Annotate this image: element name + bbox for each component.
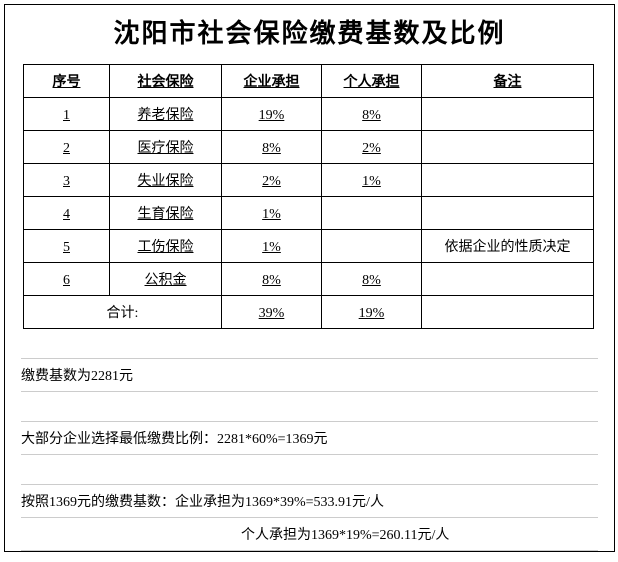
- header-ind: 个人承担: [322, 65, 422, 98]
- cell-no: 3: [24, 164, 110, 197]
- cell-no: 6: [24, 263, 110, 296]
- cell-no: 4: [24, 197, 110, 230]
- header-name: 社会保险: [110, 65, 222, 98]
- cell-name: 公积金: [110, 263, 222, 296]
- cell-note: [422, 98, 594, 131]
- total-ind: 19%: [322, 296, 422, 329]
- cell-corp: 8%: [222, 263, 322, 296]
- cell-no: 5: [24, 230, 110, 263]
- table-row: 3 失业保险 2% 1%: [24, 164, 594, 197]
- cell-ind: [322, 230, 422, 263]
- cell-corp: 2%: [222, 164, 322, 197]
- total-label: 合计:: [24, 296, 222, 329]
- cell-ind: 1%: [322, 164, 422, 197]
- table-row: 5 工伤保险 1% 依据企业的性质决定: [24, 230, 594, 263]
- table-row: 2 医疗保险 8% 2%: [24, 131, 594, 164]
- table-total-row: 合计: 39% 19%: [24, 296, 594, 329]
- cell-name: 医疗保险: [110, 131, 222, 164]
- cell-ind: 8%: [322, 98, 422, 131]
- cell-name: 生育保险: [110, 197, 222, 230]
- document-frame: 沈阳市社会保险缴费基数及比例 序号 社会保险 企业承担 个人承担 备注 1 养老…: [4, 4, 615, 552]
- cell-ind: 2%: [322, 131, 422, 164]
- cell-note: [422, 131, 594, 164]
- cell-name: 工伤保险: [110, 230, 222, 263]
- cell-no: 2: [24, 131, 110, 164]
- table-header-row: 序号 社会保险 企业承担 个人承担 备注: [24, 65, 594, 98]
- notes-line: 按照1369元的缴费基数：企业承担为1369*39%=533.91元/人: [21, 485, 598, 518]
- cell-note: [422, 164, 594, 197]
- cell-note: 依据企业的性质决定: [422, 230, 594, 263]
- notes-blank: [21, 329, 598, 359]
- cell-no: 1: [24, 98, 110, 131]
- cell-corp: 1%: [222, 230, 322, 263]
- cell-ind: 8%: [322, 263, 422, 296]
- cell-corp: 1%: [222, 197, 322, 230]
- notes-blank: [21, 392, 598, 422]
- total-note: [422, 296, 594, 329]
- cell-note: [422, 197, 594, 230]
- cell-note: [422, 263, 594, 296]
- table-row: 4 生育保险 1%: [24, 197, 594, 230]
- table-row: 1 养老保险 19% 8%: [24, 98, 594, 131]
- cell-corp: 19%: [222, 98, 322, 131]
- header-corp: 企业承担: [222, 65, 322, 98]
- header-no: 序号: [24, 65, 110, 98]
- header-note: 备注: [422, 65, 594, 98]
- notes-line: 大部分企业选择最低缴费比例：2281*60%=1369元: [21, 422, 598, 455]
- insurance-table: 序号 社会保险 企业承担 个人承担 备注 1 养老保险 19% 8% 2 医疗保…: [23, 64, 594, 329]
- table-row: 6 公积金 8% 8%: [24, 263, 594, 296]
- page-title: 沈阳市社会保险缴费基数及比例: [5, 5, 614, 64]
- notes-blank: [21, 455, 598, 485]
- notes-line: 个人承担为1369*19%=260.11元/人: [21, 518, 598, 551]
- cell-corp: 8%: [222, 131, 322, 164]
- notes-line: 缴费基数为2281元: [21, 359, 598, 392]
- cell-name: 养老保险: [110, 98, 222, 131]
- cell-ind: [322, 197, 422, 230]
- total-corp: 39%: [222, 296, 322, 329]
- notes-section: 缴费基数为2281元 大部分企业选择最低缴费比例：2281*60%=1369元 …: [5, 329, 614, 551]
- cell-name: 失业保险: [110, 164, 222, 197]
